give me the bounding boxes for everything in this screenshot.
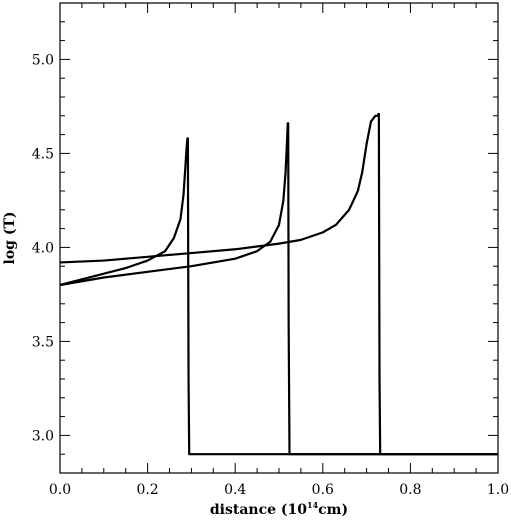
y-tick-label: 3.0 <box>32 428 54 444</box>
x-axis-label: distance (1014cm) <box>210 500 348 518</box>
series-group <box>59 112 498 456</box>
y-tick-label: 3.5 <box>32 334 54 350</box>
x-axis-label-unit: cm) <box>318 502 348 518</box>
x-tick-label: 0.8 <box>399 482 421 498</box>
series-line-1 <box>59 137 498 456</box>
x-tick-label: 0.2 <box>136 482 158 498</box>
y-tick-label: 4.5 <box>32 146 54 162</box>
x-axis-label-exponent: 14 <box>307 500 319 510</box>
series-line-3 <box>59 112 498 456</box>
y-axis-label: log (T) <box>2 212 18 265</box>
x-tick-label: 0.0 <box>49 482 71 498</box>
plot-frame <box>59 2 499 474</box>
y-tick-label: 5.0 <box>32 52 54 68</box>
y-tick-label: 4.0 <box>32 240 54 256</box>
tick-labels: 0.0 0.2 0.4 0.6 0.8 1.0 3.0 3.5 4.0 4.5 5.0 <box>32 52 509 498</box>
x-tick-label: 0.6 <box>312 482 334 498</box>
x-tick-label: 0.4 <box>224 482 246 498</box>
x-tick-label: 1.0 <box>487 482 509 498</box>
series-line-2 <box>59 122 498 456</box>
axis-ticks <box>59 3 499 473</box>
